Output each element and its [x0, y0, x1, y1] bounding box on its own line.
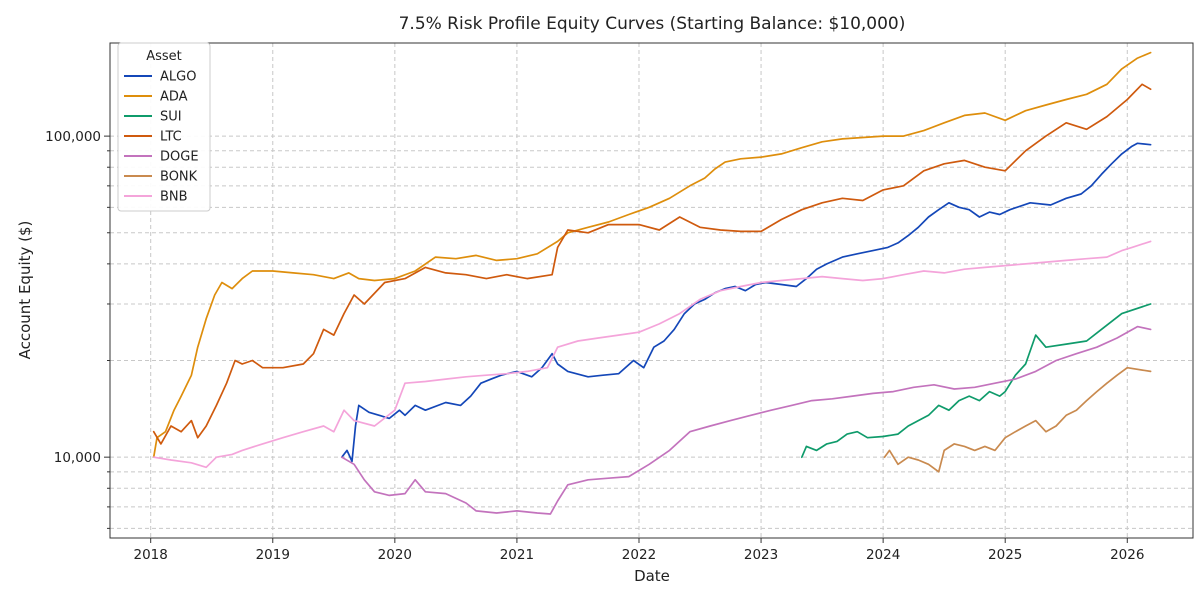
legend-label-ada: ADA — [160, 90, 188, 105]
x-tick-label: 2021 — [500, 547, 534, 563]
x-tick-label: 2026 — [1110, 547, 1144, 563]
series-line-bnb — [152, 240, 1152, 469]
legend-label-sui: SUI — [160, 110, 182, 125]
legend-items: ALGO ADA SUI LTC DOGE BONK BNB — [124, 70, 199, 205]
legend-label-algo: ALGO — [160, 70, 196, 85]
x-tick-label: 2019 — [256, 547, 290, 563]
legend-box — [117, 42, 211, 212]
series-line-ltc — [152, 83, 1152, 445]
legend-label-ltc: LTC — [160, 130, 182, 145]
x-tick-label: 2023 — [744, 547, 778, 563]
y-tick-label: 100,000 — [45, 129, 101, 145]
x-tick-label: 2020 — [378, 547, 412, 563]
x-tick-label: 2025 — [988, 547, 1022, 563]
series-line-ada — [152, 51, 1152, 459]
series-line-doge — [340, 325, 1152, 515]
x-tick-label: 2018 — [134, 547, 168, 563]
legend: Asset ALGO ADA SUI LTC DOGE BONK BNB — [117, 42, 211, 212]
y-axis-label: Account Equity ($) — [16, 221, 34, 360]
x-tick-label: 2022 — [622, 547, 656, 563]
series-line-algo — [340, 142, 1152, 463]
legend-label-doge: DOGE — [160, 150, 199, 165]
y-tick-label: 10,000 — [54, 450, 101, 466]
series-line-sui — [800, 303, 1152, 459]
chart-title: 7.5% Risk Profile Equity Curves (Startin… — [399, 14, 906, 34]
series-line-bonk — [883, 366, 1152, 473]
grid-layer — [110, 43, 1193, 538]
x-tick-label: 2024 — [866, 547, 900, 563]
axis-layer: 2018 2019 2020 2021 2022 2023 2024 2025 2026 10,0… — [45, 129, 1144, 563]
legend-title: Asset — [146, 49, 182, 64]
legend-label-bnb: BNB — [160, 190, 188, 205]
plot-frame — [109, 42, 1194, 539]
legend-label-bonk: BONK — [160, 170, 198, 185]
series-layer — [152, 51, 1152, 515]
x-axis-label: Date — [634, 567, 670, 585]
